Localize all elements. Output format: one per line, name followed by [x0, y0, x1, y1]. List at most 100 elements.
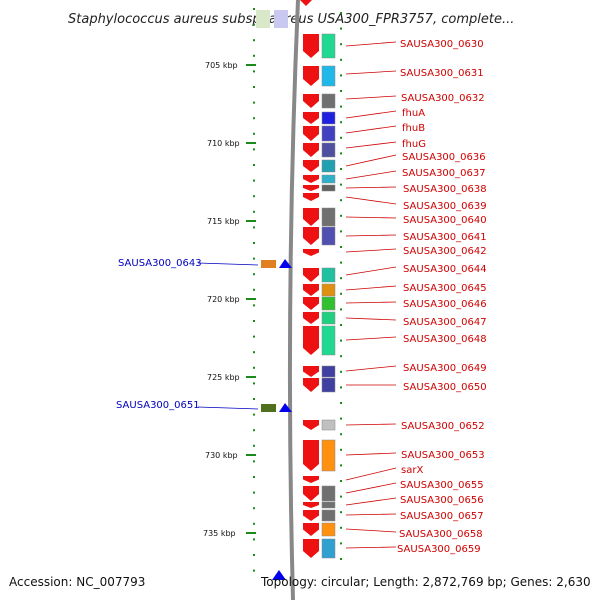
reverse-gene-label[interactable]: SAUSA300_0652	[401, 421, 485, 432]
track-dot	[340, 339, 342, 342]
scale-tick	[246, 532, 256, 534]
reverse-gene-arrow	[303, 160, 319, 172]
leader-line	[345, 482, 397, 494]
reverse-gene-label[interactable]: SAUSA300_0646	[403, 299, 487, 310]
reverse-gene-label[interactable]: fhuB	[402, 123, 425, 134]
leader-line	[345, 248, 397, 253]
forward-gene-label[interactable]: SAUSA300_0651	[116, 400, 200, 411]
reverse-gene-arrow	[303, 112, 319, 124]
track-dot	[340, 448, 342, 451]
reverse-gene-label[interactable]: fhuG	[402, 139, 426, 150]
reverse-gene-label[interactable]: SAUSA300_0647	[403, 317, 487, 328]
track-dot	[340, 43, 342, 46]
scale-dot	[253, 242, 255, 244]
scale-tick-label: 735 kbp	[203, 529, 236, 538]
scale-tick	[246, 142, 256, 144]
leader-line	[345, 317, 397, 321]
track-dot	[340, 324, 342, 326]
scale-dot	[253, 164, 255, 166]
reverse-gene-label[interactable]: SAUSA300_0653	[401, 450, 485, 461]
reverse-gene-label[interactable]: SAUSA300_0632	[401, 93, 485, 104]
reverse-gene-arrow	[303, 208, 319, 226]
leader-line	[345, 110, 397, 119]
reverse-gene-label[interactable]: SAUSA300_0637	[402, 168, 486, 179]
scale-dot	[253, 366, 255, 369]
reverse-gene-label[interactable]: SAUSA300_0649	[403, 363, 487, 374]
reverse-gene-labels: SAUSA300_0630 SAUSA300_0631 SAUSA300_063…	[397, 39, 487, 555]
reverse-gene-label[interactable]: SAUSA300_0636	[402, 152, 486, 163]
scale-tick-label: 715 kbp	[207, 217, 240, 226]
track-dot	[340, 308, 342, 311]
reverse-gene-label[interactable]: SAUSA300_0645	[403, 283, 487, 294]
scale-tick	[246, 298, 256, 300]
protein-domain-box	[321, 283, 336, 297]
track-dot	[340, 277, 342, 280]
reverse-gene-arrow	[303, 268, 319, 282]
protein-domain-box	[321, 65, 336, 87]
leader-line	[345, 546, 397, 549]
protein-domain-box	[321, 296, 336, 311]
protein-domain-box	[321, 184, 336, 192]
reverse-gene-label[interactable]: SAUSA300_0656	[400, 495, 484, 506]
reverse-gene-label[interactable]: SAUSA300_0658	[399, 529, 483, 540]
reverse-gene-arrow	[303, 227, 319, 245]
reverse-gene-label[interactable]: SAUSA300_0659	[397, 544, 481, 555]
reverse-gene-label[interactable]: SAUSA300_0655	[400, 480, 484, 491]
reverse-gene-label[interactable]: SAUSA300_0642	[403, 246, 487, 257]
reverse-gene-label[interactable]: fhuA	[402, 108, 425, 119]
track-dot	[340, 386, 342, 389]
protein-domain-box	[321, 501, 336, 509]
reverse-gene-arrow	[303, 523, 319, 536]
scale-dot	[253, 54, 255, 57]
reverse-gene-label[interactable]: SAUSA300_0657	[400, 511, 484, 522]
scale-dot	[253, 23, 255, 26]
protein-domain-box	[321, 207, 336, 227]
scale-dot	[253, 351, 255, 354]
leader-line	[345, 125, 397, 134]
leader-line	[345, 266, 397, 276]
scale-dot	[253, 382, 255, 385]
reverse-gene-arrow	[303, 249, 319, 256]
track-dot	[340, 542, 342, 545]
reverse-gene-label[interactable]: SAUSA300_0648	[403, 334, 487, 345]
protein-domain-box	[261, 404, 276, 412]
reverse-gene-label[interactable]: SAUSA300_0630	[400, 39, 484, 50]
scale-dot	[253, 320, 255, 322]
reverse-gene-arrow	[303, 539, 319, 558]
reverse-gene-label[interactable]: SAUSA300_0644	[403, 264, 487, 275]
reverse-gene-label[interactable]: sarX	[401, 465, 423, 476]
reverse-gene-arrow	[303, 193, 319, 201]
reverse-gene-label[interactable]: SAUSA300_0639	[403, 201, 487, 212]
reverse-gene-label[interactable]: SAUSA300_0641	[403, 232, 487, 243]
scale-dot	[253, 398, 255, 400]
reverse-gene-arrow	[303, 297, 319, 310]
scale-tick	[246, 220, 256, 222]
leader-line	[345, 285, 397, 291]
protein-domain-box	[321, 377, 336, 393]
leader-line	[345, 154, 397, 167]
scale-tick-label: 725 kbp	[207, 373, 240, 382]
scale-dot	[253, 39, 255, 42]
scale-dot	[253, 554, 255, 556]
track-dot	[340, 199, 342, 202]
chromosome-backbone	[287, 0, 300, 600]
scale-tick-label: 720 kbp	[207, 295, 240, 304]
reverse-gene-arrow	[303, 175, 319, 183]
reverse-gene-label[interactable]: SAUSA300_0638	[403, 184, 487, 195]
reverse-gene-label[interactable]: SAUSA300_0640	[403, 215, 487, 226]
leader-line	[345, 216, 397, 219]
scale-dot	[253, 522, 255, 525]
scale-dot	[253, 86, 255, 88]
gene-features	[197, 0, 397, 580]
protein-domain-box	[321, 33, 336, 59]
reverse-gene-label[interactable]: SAUSA300_0631	[400, 68, 484, 79]
track-dot	[340, 214, 342, 217]
protein-domain-box	[321, 267, 336, 283]
reverse-gene-label[interactable]: SAUSA300_0650	[403, 382, 487, 393]
scale-dot	[253, 288, 255, 291]
reverse-gene-arrow	[303, 312, 319, 324]
protein-domain-box	[321, 439, 336, 472]
scale-tick-label: 710 kbp	[207, 139, 240, 148]
track-dot	[340, 417, 342, 420]
forward-gene-label[interactable]: SAUSA300_0643	[118, 258, 202, 269]
